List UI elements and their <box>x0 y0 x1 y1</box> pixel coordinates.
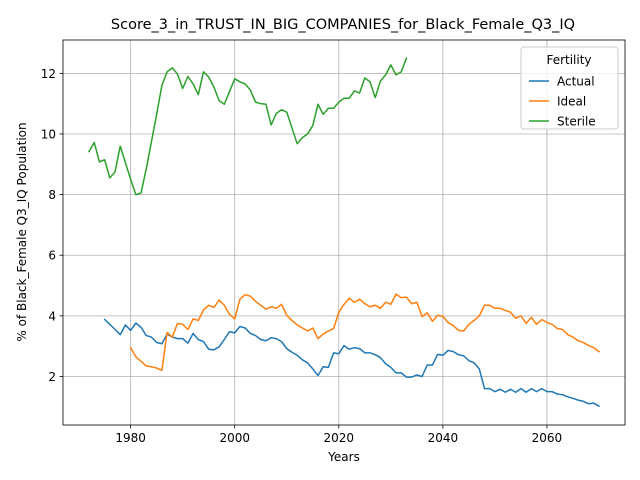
y-tick-label: 4 <box>48 309 56 323</box>
chart-title: Score_3_in_TRUST_IN_BIG_COMPANIES_for_Bl… <box>111 17 575 33</box>
series-lines <box>87 57 601 408</box>
x-tick-label: 2000 <box>219 431 250 445</box>
legend-label-ideal: Ideal <box>557 95 586 109</box>
x-tick-label: 2020 <box>324 431 355 445</box>
x-tick-label: 1980 <box>115 431 146 445</box>
x-tick-label: 2040 <box>428 431 459 445</box>
x-axis-title: Years <box>327 450 360 464</box>
y-axis-title: % of Black_Female Q3_IQ Population <box>15 122 29 341</box>
legend-box <box>520 46 619 130</box>
y-tick-label: 2 <box>48 370 56 384</box>
legend-title: Fertility <box>546 53 591 67</box>
series-line-ideal <box>129 293 601 372</box>
y-tick-label: 12 <box>41 67 56 81</box>
y-tick-label: 8 <box>48 188 56 202</box>
axis-ticks: 1980 2000 2020 2040 2060 2 4 6 8 10 12 <box>41 67 562 445</box>
series-line-sterile <box>87 57 408 196</box>
series-line-actual <box>103 318 601 408</box>
legend-label-actual: Actual <box>557 75 595 89</box>
legend-label-sterile: Sterile <box>557 115 596 129</box>
y-tick-label: 10 <box>41 127 56 141</box>
x-tick-label: 2060 <box>532 431 563 445</box>
plot-area-frame <box>62 39 626 426</box>
legend-entries: Actual Ideal Sterile <box>529 75 596 129</box>
y-tick-label: 6 <box>48 249 56 263</box>
legend: Fertility Actual Ideal Sterile <box>520 46 619 130</box>
